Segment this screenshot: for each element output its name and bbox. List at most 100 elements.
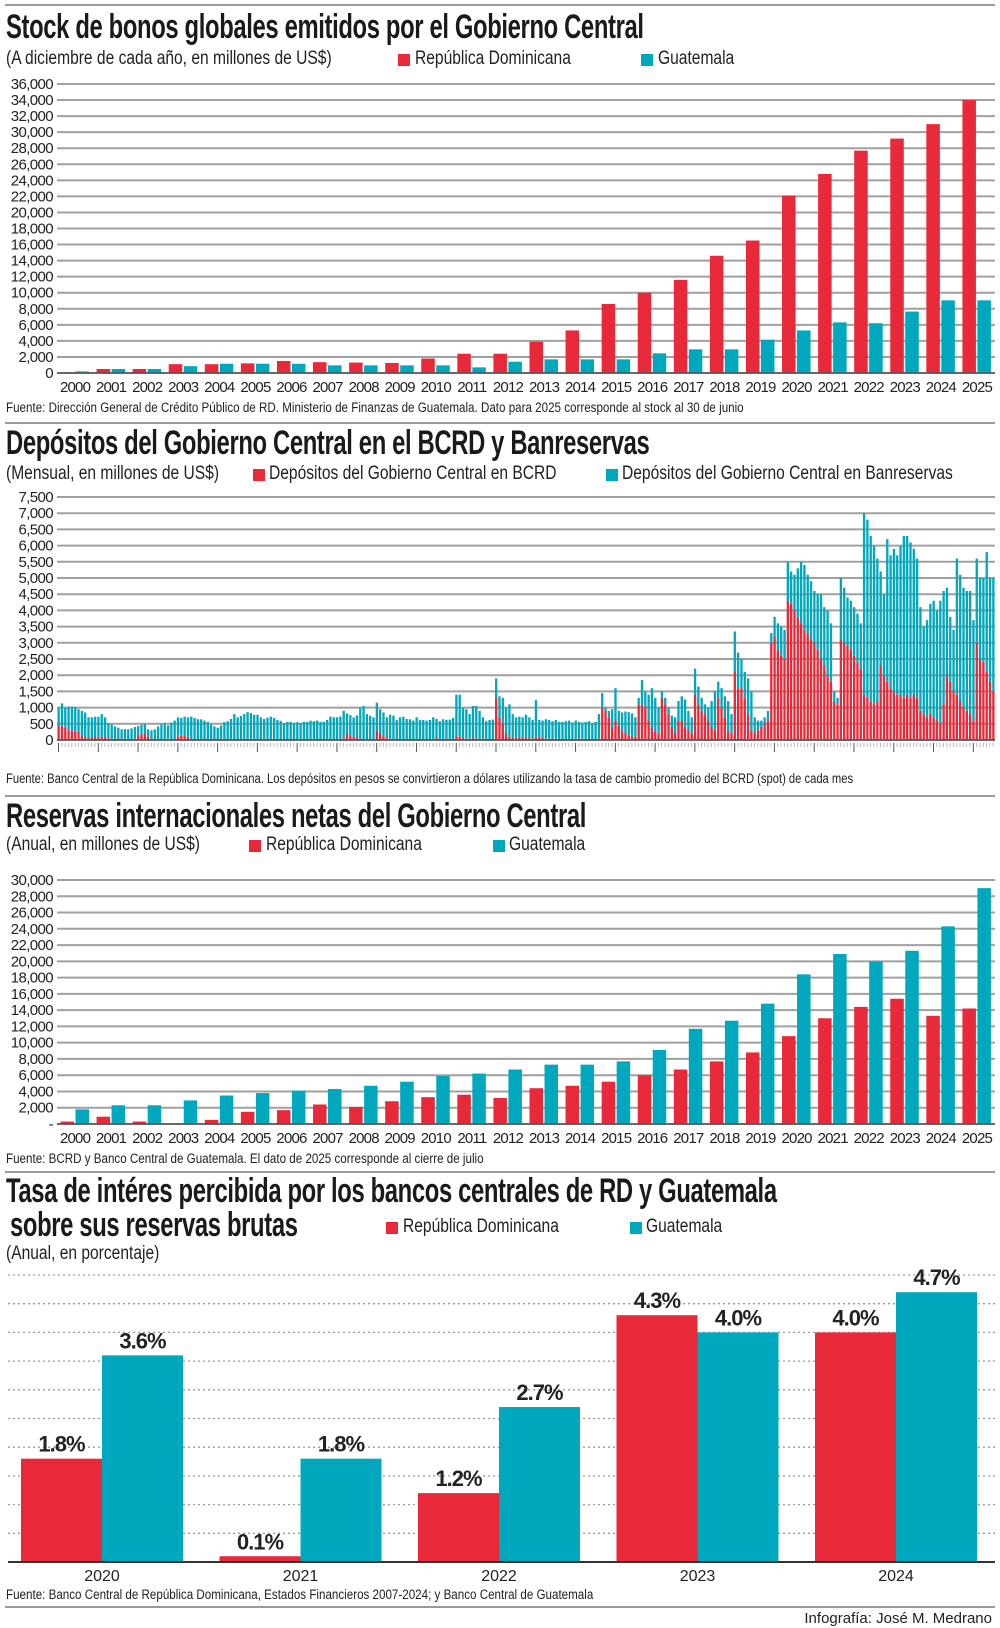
chart1-source: Fuente: Dirección General de Crédito Púb… bbox=[6, 400, 744, 415]
bar-banreservas bbox=[959, 574, 962, 702]
bar-bcrd bbox=[355, 737, 359, 740]
bar-bcrd bbox=[906, 694, 909, 740]
bar-banreservas bbox=[909, 542, 912, 698]
bar-banreservas bbox=[253, 714, 256, 740]
data-label: 1.8% bbox=[38, 1432, 85, 1457]
bar-guatemala bbox=[499, 1407, 580, 1562]
bar-bcrd bbox=[846, 646, 849, 740]
bar-bcrd bbox=[740, 688, 743, 740]
bar-banreservas bbox=[77, 709, 80, 732]
legend-swatch-gt bbox=[630, 1222, 642, 1234]
x-tick-label: 2011 bbox=[457, 379, 487, 396]
bar-rd bbox=[240, 1111, 255, 1124]
divider bbox=[5, 795, 995, 797]
bar-bcrd bbox=[604, 710, 607, 740]
x-tick-label: 2018 bbox=[709, 1130, 740, 1147]
chart3-title: Reservas internacionales netas del Gobie… bbox=[6, 797, 587, 835]
bar-bcrd bbox=[730, 733, 733, 740]
bar-banreservas bbox=[233, 714, 236, 740]
bar-banreservas bbox=[790, 571, 793, 604]
bar-banreservas bbox=[302, 721, 306, 740]
bar-banreservas bbox=[200, 719, 203, 740]
bar-bcrd bbox=[773, 636, 776, 740]
bar-banreservas bbox=[538, 719, 541, 738]
y-tick-label: 1,500 bbox=[18, 683, 53, 700]
bar-bcrd bbox=[717, 697, 720, 740]
bar-banreservas bbox=[87, 717, 90, 738]
bar-bcrd bbox=[186, 736, 190, 740]
bar-banreservas bbox=[919, 607, 922, 711]
x-tick-label: 2017 bbox=[673, 379, 704, 396]
chart2-source: Fuente: Banco Central de la República Do… bbox=[6, 771, 854, 786]
y-tick-label: 22,000 bbox=[11, 188, 54, 205]
bar-banreservas bbox=[339, 716, 342, 739]
bar-bcrd bbox=[799, 623, 803, 740]
bar-bcrd bbox=[952, 691, 955, 740]
bar-bcrd bbox=[736, 688, 740, 740]
bar-banreservas bbox=[216, 727, 219, 740]
x-tick-label: 2025 bbox=[962, 379, 993, 396]
x-tick-label: 2011 bbox=[457, 1130, 487, 1147]
bar-rd bbox=[204, 1119, 219, 1124]
bar-banreservas bbox=[335, 717, 339, 740]
bar-banreservas bbox=[574, 720, 577, 739]
bar-guatemala bbox=[472, 367, 486, 373]
bar-banreservas bbox=[985, 552, 988, 672]
bar-banreservas bbox=[412, 720, 415, 740]
y-tick-label: 16,000 bbox=[11, 986, 54, 1003]
bar-banreservas bbox=[418, 719, 422, 740]
bar-banreservas bbox=[859, 623, 862, 669]
y-tick-label: 10,000 bbox=[11, 285, 54, 302]
bar-banreservas bbox=[84, 712, 87, 738]
chart4-legend-gt: Guatemala bbox=[646, 1216, 723, 1237]
bar-bcrd bbox=[823, 665, 826, 740]
y-tick-label: 6,000 bbox=[18, 1067, 53, 1084]
bar-banreservas bbox=[70, 706, 74, 731]
bar-banreservas bbox=[239, 716, 243, 740]
bar-banreservas bbox=[650, 688, 654, 728]
bar-banreservas bbox=[485, 721, 488, 740]
bar-banreservas bbox=[717, 681, 720, 698]
chart1-legend-rd: República Dominicana bbox=[415, 48, 571, 69]
bar-banreservas bbox=[982, 578, 985, 663]
bar-banreservas bbox=[776, 623, 780, 650]
bar-banreservas bbox=[879, 571, 882, 666]
bar-rd bbox=[313, 362, 327, 373]
bar-rd bbox=[276, 1110, 291, 1124]
chart1-legend-gt: Guatemala bbox=[658, 48, 735, 69]
bar-banreservas bbox=[170, 722, 173, 740]
y-tick-label: 12,000 bbox=[11, 1018, 54, 1035]
x-tick-label: 2014 bbox=[565, 379, 596, 396]
bar-banreservas bbox=[945, 587, 949, 676]
bar-guatemala bbox=[111, 1105, 126, 1124]
bar-bcrd bbox=[375, 730, 379, 740]
bar-banreservas bbox=[620, 712, 624, 731]
bar-banreservas bbox=[833, 691, 836, 702]
bar-banreservas bbox=[869, 535, 872, 702]
bar-bcrd bbox=[680, 720, 683, 740]
bar-banreservas bbox=[342, 710, 345, 739]
bar-banreservas bbox=[130, 728, 133, 740]
bar-bcrd bbox=[650, 727, 654, 740]
bar-banreservas bbox=[286, 721, 289, 740]
bar-rd bbox=[493, 353, 507, 373]
x-tick-label: 2022 bbox=[854, 1130, 885, 1147]
y-tick-label: 4,000 bbox=[18, 333, 53, 350]
bar-banreservas bbox=[902, 535, 906, 698]
chart4-source: Fuente: Banco Central de República Domin… bbox=[6, 1587, 594, 1602]
bar-banreservas bbox=[345, 713, 349, 734]
bar-banreservas bbox=[57, 707, 60, 726]
y-tick-label: 6,000 bbox=[18, 538, 53, 555]
bar-banreservas bbox=[372, 717, 375, 740]
bar-bcrd bbox=[435, 738, 438, 740]
bar-banreservas bbox=[488, 719, 491, 740]
bar-bcrd bbox=[962, 707, 965, 740]
y-tick-label: 6,500 bbox=[18, 521, 53, 538]
bar-guatemala bbox=[977, 300, 991, 373]
bar-banreservas bbox=[156, 726, 160, 740]
bar-bcrd bbox=[683, 727, 687, 740]
bar-banreservas bbox=[173, 720, 176, 740]
bar-banreservas bbox=[471, 705, 475, 739]
bar-bcrd bbox=[617, 725, 620, 740]
bar-banreservas bbox=[504, 707, 508, 734]
